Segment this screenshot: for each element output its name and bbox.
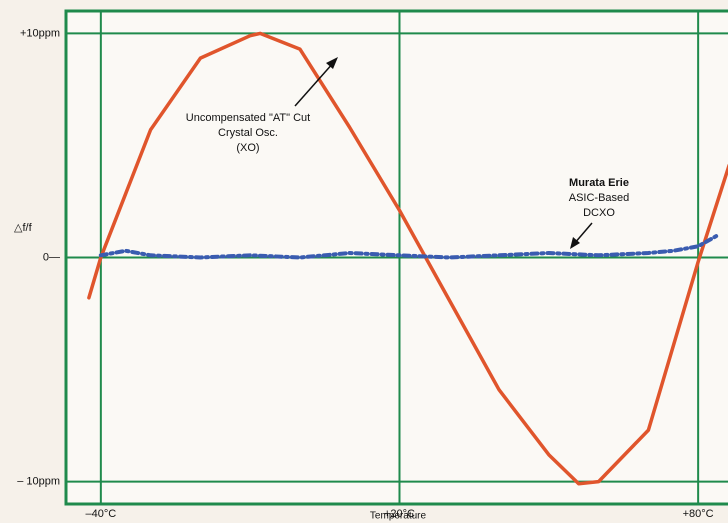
annotation-line: Uncompensated "AT" Cut — [186, 112, 310, 124]
annotation-line: ASIC-Based — [569, 192, 630, 204]
annotation-line: Murata Erie — [569, 177, 629, 189]
chart: △f/f Temperature Uncompensated "AT" Cut … — [0, 0, 728, 523]
y-axis-label: △f/f — [14, 222, 33, 234]
annotation-line: Crystal Osc. — [218, 127, 278, 139]
x-tick-label: –40°C — [85, 508, 116, 520]
annotation-line: DCXO — [583, 207, 615, 219]
x-tick-label: +20°C — [384, 508, 415, 520]
x-tick-label: +80°C — [683, 508, 714, 520]
y-tick-label: +10ppm — [20, 27, 60, 39]
y-tick-label: 0— — [43, 251, 60, 263]
y-tick-label: – 10ppm — [17, 475, 60, 487]
annotation-line: (XO) — [236, 142, 259, 154]
